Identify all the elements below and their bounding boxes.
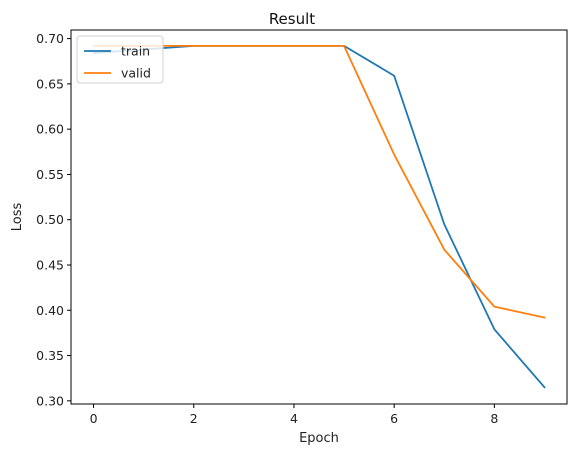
series-line-train xyxy=(92,44,546,389)
x-axis-label: Epoch xyxy=(299,431,339,446)
y-tick-label: 0.50 xyxy=(36,212,64,227)
x-axis-ticks: 0 2 4 6 8 xyxy=(90,404,498,426)
legend-label-train: train xyxy=(121,44,150,59)
y-tick-label: 0.40 xyxy=(36,303,64,318)
x-tick-label: 6 xyxy=(390,411,398,426)
x-tick-label: 0 xyxy=(90,411,98,426)
y-tick-label: 0.60 xyxy=(36,122,64,137)
y-tick-label: 0.30 xyxy=(36,393,64,408)
legend-label-valid: valid xyxy=(121,66,151,81)
chart-title: Result xyxy=(269,10,315,28)
x-tick-label: 2 xyxy=(190,411,198,426)
y-tick-label: 0.35 xyxy=(36,348,64,363)
x-tick-label: 8 xyxy=(490,411,498,426)
legend: train valid xyxy=(76,35,164,84)
x-tick-label: 4 xyxy=(290,411,298,426)
legend-box xyxy=(76,35,164,84)
y-axis-ticks: 0.30 0.35 0.40 0.45 0.50 0.55 0.60 0.65 0.70 xyxy=(36,31,71,408)
y-tick-label: 0.70 xyxy=(36,31,64,46)
plot-area xyxy=(92,44,546,389)
y-tick-label: 0.65 xyxy=(36,76,64,91)
plot-frame xyxy=(70,29,568,405)
y-tick-label: 0.55 xyxy=(36,167,64,182)
y-tick-label: 0.45 xyxy=(36,257,64,272)
series-line-valid xyxy=(92,44,546,319)
y-axis-label: Loss xyxy=(10,203,25,232)
